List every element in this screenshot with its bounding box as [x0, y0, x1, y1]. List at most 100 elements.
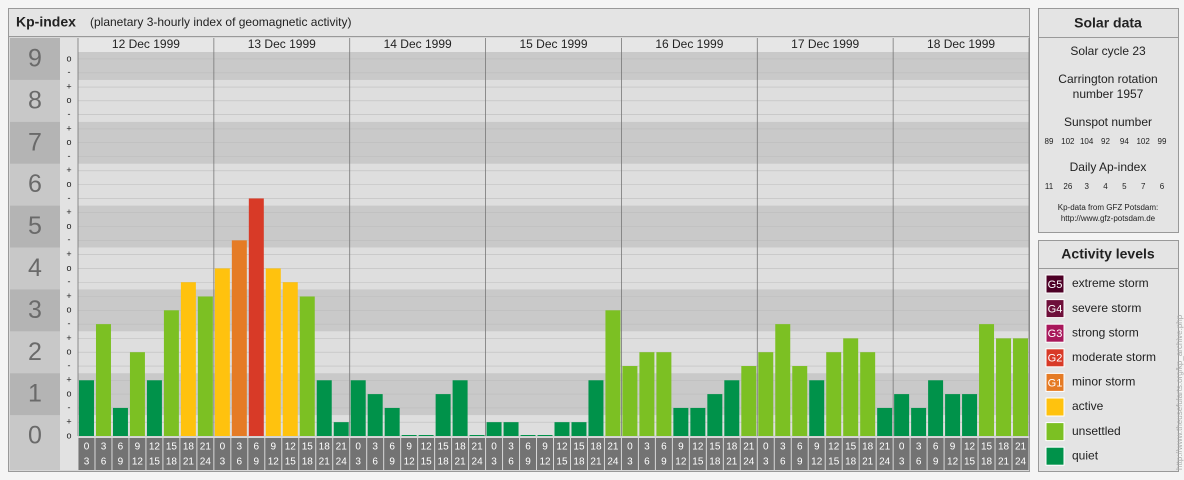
hour-label: 12: [539, 457, 551, 468]
kp-bar: [316, 380, 332, 436]
date-label: 13 Dec 1999: [248, 37, 316, 51]
hour-box: [893, 438, 910, 470]
solar-value: 5: [1122, 182, 1127, 191]
hour-label: 9: [797, 457, 803, 468]
hour-box: [367, 438, 384, 470]
hour-box: [486, 438, 503, 470]
kp-bar: [299, 296, 315, 436]
kp-label-band: [10, 415, 60, 470]
ap-title: Daily Ap-index: [1070, 160, 1147, 174]
hour-label: 21: [879, 442, 891, 453]
legend-label: active: [1072, 399, 1104, 413]
kp-label-band: [10, 247, 60, 290]
hour-label: 12: [268, 457, 280, 468]
hour-label: 15: [166, 442, 178, 453]
hour-label: 15: [438, 442, 450, 453]
chart-subtitle: (planetary 3-hourly index of geomagnetic…: [90, 15, 351, 29]
hour-label: 9: [254, 457, 260, 468]
hour-label: 3: [84, 457, 90, 468]
hour-box: [401, 438, 418, 470]
hour-label: 6: [797, 442, 803, 453]
kp-bar: [996, 338, 1012, 436]
hour-label: 3: [355, 457, 361, 468]
solar-value: 102: [1136, 137, 1150, 146]
kp-bar: [792, 366, 808, 436]
hour-label: 0: [84, 442, 90, 453]
hour-box: [520, 438, 537, 470]
hour-label: 9: [135, 442, 141, 453]
hour-label: 15: [845, 442, 857, 453]
minor-tick-label: o: [66, 137, 71, 147]
hour-box: [808, 438, 825, 470]
carrington-line: Carrington rotation: [1058, 72, 1157, 86]
kp-bar: [112, 407, 128, 436]
kp-bar: [826, 352, 842, 436]
kp-bar: [401, 435, 417, 436]
minor-tick-label: -: [68, 67, 71, 77]
kp-bar: [707, 394, 723, 436]
hour-label: 3: [763, 457, 769, 468]
hour-label: 6: [237, 457, 243, 468]
hour-box: [723, 438, 740, 470]
hour-box: [554, 438, 570, 470]
hour-box: [638, 438, 655, 470]
hour-label: 9: [271, 442, 277, 453]
minor-tick-label: +: [66, 123, 71, 133]
minor-tick-label: o: [66, 388, 71, 398]
carrington-line: number 1957: [1073, 87, 1144, 101]
hour-label: 21: [319, 457, 331, 468]
hour-label: 18: [981, 457, 993, 468]
hour-box: [316, 438, 333, 470]
hour-box: [435, 438, 452, 470]
hour-box: [825, 438, 842, 470]
hour-label: 15: [964, 457, 976, 468]
kp-label-band: [10, 331, 60, 374]
hour-box: [791, 438, 808, 470]
hour-label: 6: [916, 457, 922, 468]
kp-bar: [775, 324, 791, 436]
hour-box: [163, 438, 180, 470]
hour-box: [78, 438, 95, 470]
kp-bar: [656, 352, 672, 436]
kp-bar: [843, 338, 859, 436]
kp-bar: [197, 296, 213, 436]
date-label: 17 Dec 1999: [791, 37, 859, 51]
hour-label: 15: [828, 457, 840, 468]
hour-box: [265, 438, 282, 470]
hour-box: [95, 438, 112, 470]
minor-tick-label: -: [68, 402, 71, 412]
date-header: [78, 38, 1029, 52]
kp-label-band: [10, 79, 60, 122]
hour-box: [180, 438, 197, 470]
hour-label: 3: [899, 457, 905, 468]
hour-label: 15: [302, 442, 314, 453]
hour-box: [146, 438, 163, 470]
kp-bar: [877, 407, 893, 436]
hour-label: 6: [372, 457, 378, 468]
hour-label: 3: [220, 457, 226, 468]
hour-box: [706, 438, 723, 470]
kp-bar: [231, 240, 247, 436]
hour-label: 18: [862, 442, 874, 453]
kp-bar: [860, 352, 876, 436]
minor-tick-label: o: [66, 221, 71, 231]
hour-box: [214, 438, 231, 470]
hour-box: [842, 438, 859, 470]
hour-box: [537, 438, 553, 470]
y-tick-label: 2: [28, 338, 42, 366]
legend-label: severe storm: [1072, 301, 1141, 315]
legend-code: G2: [1048, 353, 1063, 365]
hour-box: [876, 438, 893, 470]
hour-box: [587, 438, 604, 470]
kp-bar: [367, 394, 383, 436]
minor-tick-label: +: [66, 417, 71, 427]
hour-box: [282, 438, 299, 470]
legend-code: G4: [1048, 304, 1063, 316]
solar-value: 89: [1045, 137, 1054, 146]
hour-label: 15: [573, 442, 585, 453]
title-bar: [8, 8, 1030, 37]
date-label: 18 Dec 1999: [927, 37, 995, 51]
kp-bar: [622, 366, 638, 436]
hour-label: 18: [166, 457, 178, 468]
